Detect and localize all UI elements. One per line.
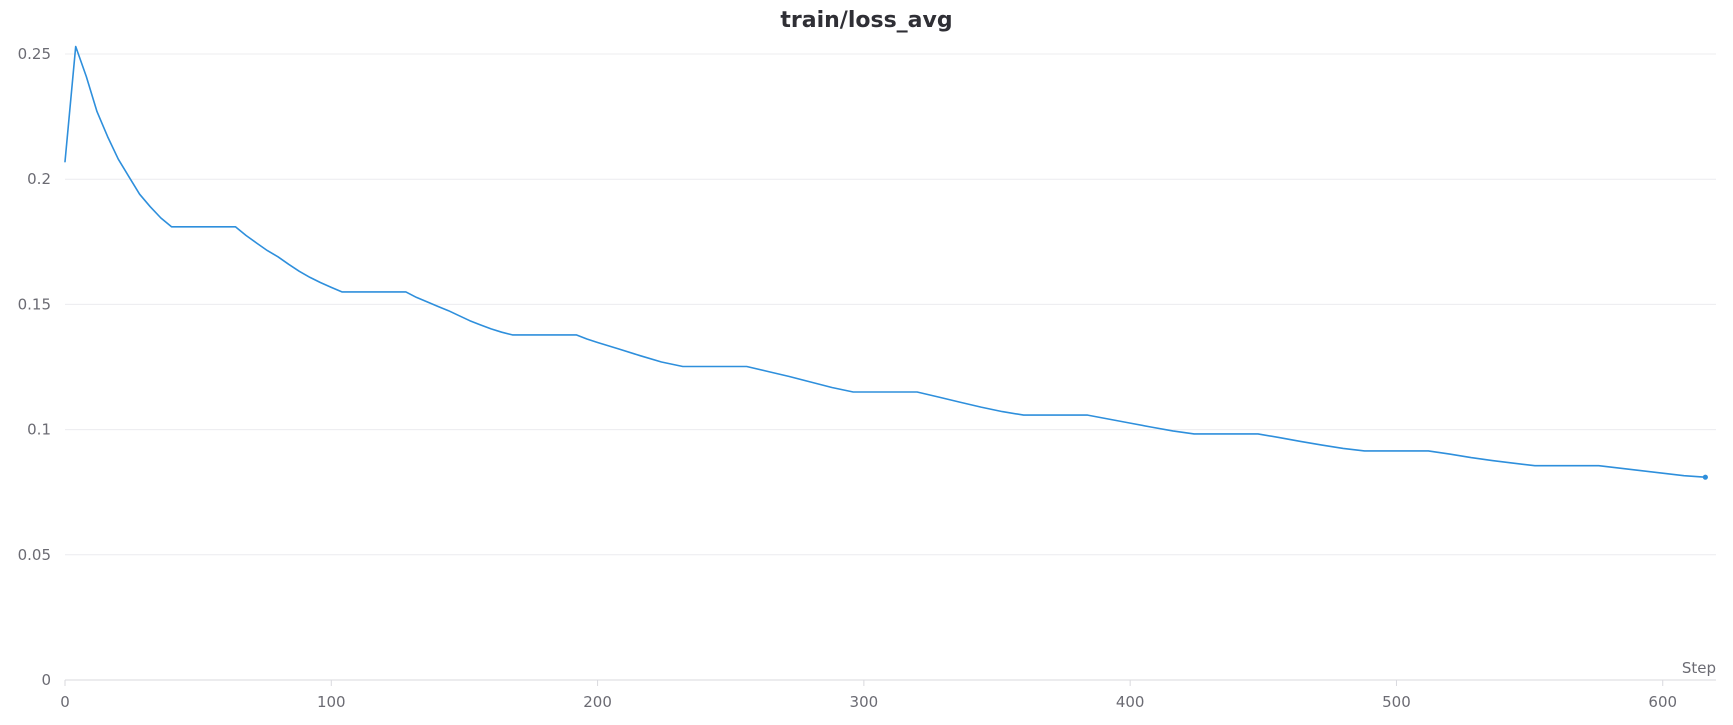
x-tick-label: 100 — [317, 693, 346, 711]
y-tick-label: 0.1 — [27, 421, 51, 439]
series-end-point — [1702, 474, 1708, 480]
y-tick-label: 0.2 — [27, 170, 51, 188]
x-tick-label: 600 — [1648, 693, 1677, 711]
y-tick-label: 0.25 — [18, 45, 51, 63]
x-tick-label: 500 — [1382, 693, 1411, 711]
chart-title: train/loss_avg — [780, 8, 953, 33]
x-tick-label: 0 — [60, 693, 70, 711]
x-tick-label: 200 — [583, 693, 612, 711]
series-line — [64, 45, 1707, 479]
x-tick-label: 300 — [850, 693, 879, 711]
y-tick-label: 0 — [41, 671, 51, 689]
y-tick-label: 0.05 — [18, 546, 51, 564]
x-axis-title: Step — [1682, 659, 1716, 677]
y-tick-label: 0.15 — [18, 295, 51, 313]
x-tick-label: 400 — [1116, 693, 1145, 711]
